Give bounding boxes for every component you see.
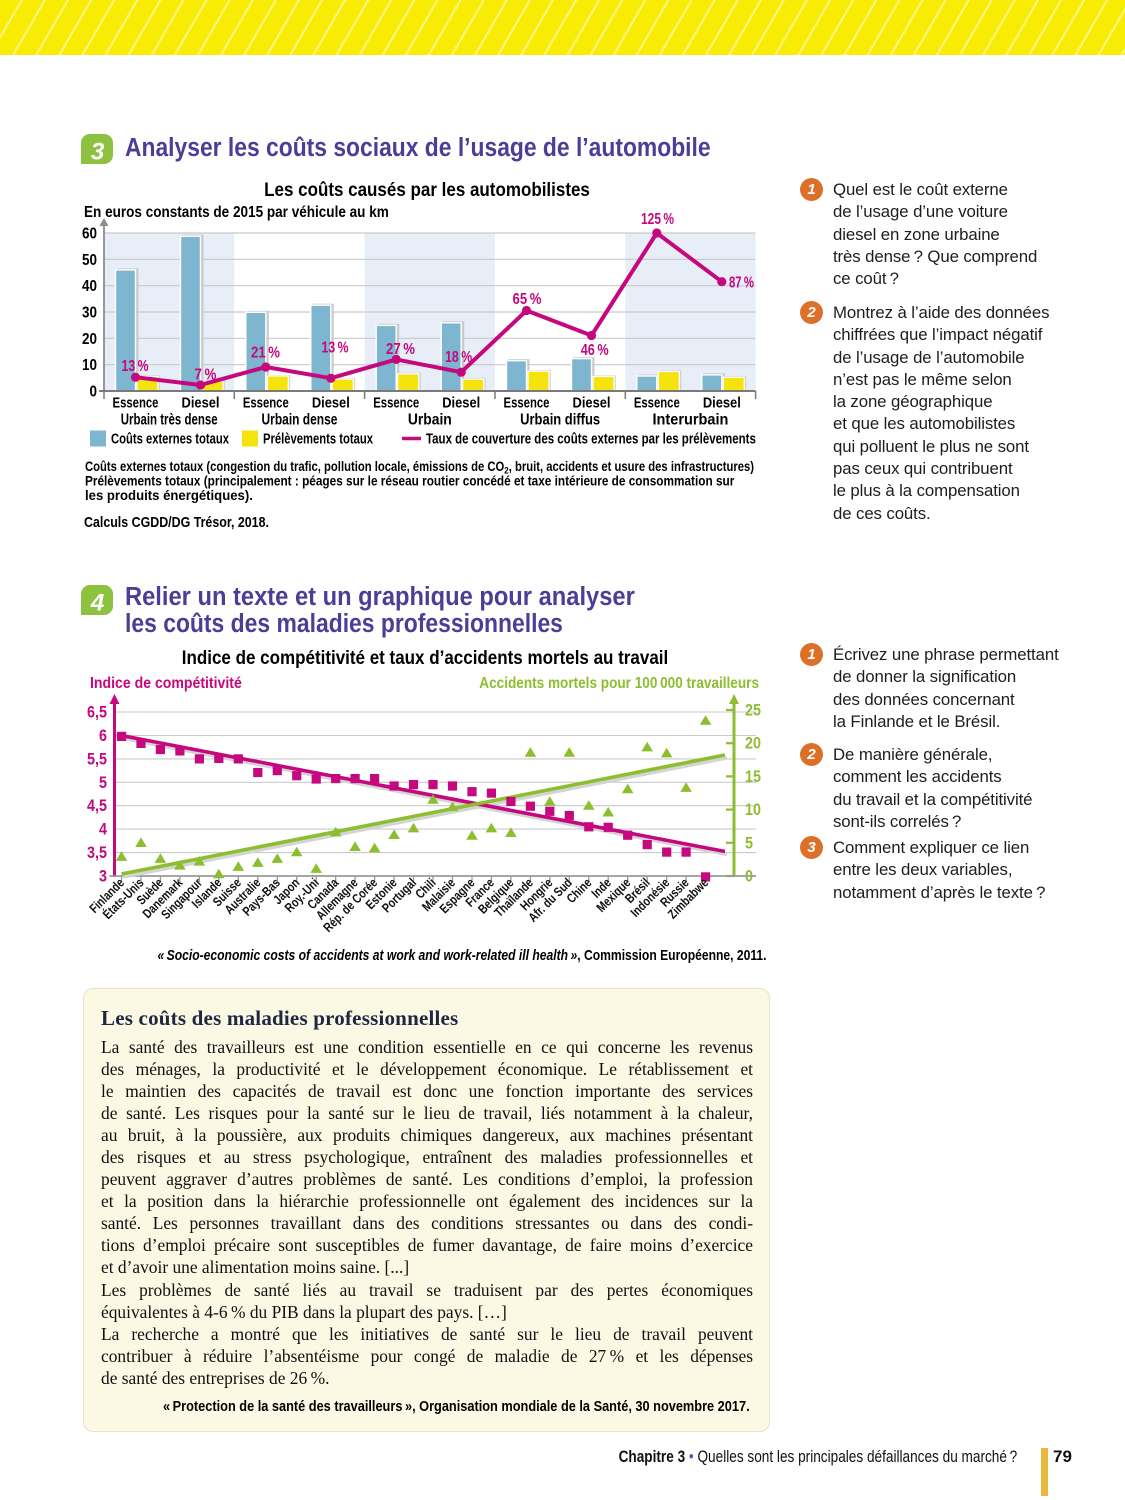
svg-text:Analyser les coûts sociaux de: Analyser les coûts sociaux de l’usage de… (125, 134, 711, 163)
svg-text:Relier un texte et un graphiqu: Relier un texte et un graphique pour ana… (125, 582, 635, 611)
svg-text:Calculs CGDD/DG Trésor, 2018.: Calculs CGDD/DG Trésor, 2018. (84, 514, 269, 530)
svg-text:40: 40 (82, 278, 97, 295)
svg-text:En euros constants de 2015 par: En euros constants de 2015 par véhicule … (84, 204, 389, 221)
svg-text:6: 6 (99, 727, 107, 745)
svg-text:20: 20 (82, 331, 97, 348)
svg-text:3: 3 (99, 868, 107, 886)
svg-text:Urbain diffus: Urbain diffus (520, 411, 600, 428)
svg-text:Indice de compétitivité et tau: Indice de compétitivité et taux d’accide… (182, 647, 668, 668)
svg-text:Accidents mortels pour 100 000: Accidents mortels pour 100 000 travaille… (479, 675, 759, 692)
svg-text:10: 10 (82, 357, 97, 374)
svg-text:5,5: 5,5 (87, 751, 107, 769)
svg-text:Taux de couverture des coûts e: Taux de couverture des coûts externes pa… (426, 430, 756, 447)
svg-text:Diesel: Diesel (182, 395, 220, 411)
svg-text:21 %: 21 % (251, 345, 280, 362)
svg-text:5: 5 (99, 774, 107, 792)
svg-text:7 %: 7 % (194, 367, 216, 384)
svg-text:Prélèvements totaux: Prélèvements totaux (263, 430, 374, 447)
svg-text:18 %: 18 % (445, 348, 472, 366)
svg-text:87 %: 87 % (729, 274, 754, 291)
svg-text:50: 50 (82, 252, 97, 269)
svg-text:60: 60 (82, 226, 97, 243)
svg-text:Urbain très dense: Urbain très dense (121, 411, 218, 428)
svg-text:Diesel: Diesel (703, 395, 741, 411)
svg-text:Urbain dense: Urbain dense (262, 410, 338, 428)
svg-text:10: 10 (745, 801, 761, 819)
svg-text:5: 5 (745, 834, 753, 852)
svg-text:46 %: 46 % (581, 342, 609, 359)
svg-text:Interurbain: Interurbain (652, 411, 728, 429)
svg-text:Essence: Essence (113, 394, 159, 411)
svg-text:Diesel: Diesel (573, 395, 611, 411)
svg-text:Diesel: Diesel (442, 395, 480, 411)
svg-text:125 %: 125 % (641, 209, 674, 227)
svg-text:« Socio-economic costs of acci: « Socio-economic costs of accidents at w… (157, 947, 766, 963)
svg-text:Essence: Essence (243, 394, 289, 411)
svg-text:65 %: 65 % (513, 291, 542, 308)
svg-text:13 %: 13 % (122, 357, 149, 375)
svg-text:les produits énergétiques).: les produits énergétiques). (85, 488, 253, 503)
svg-text:15: 15 (745, 768, 761, 786)
svg-text:30: 30 (82, 305, 97, 322)
svg-text:3: 3 (91, 139, 105, 166)
svg-text:25: 25 (745, 702, 761, 720)
svg-text:Essence: Essence (634, 394, 680, 411)
svg-text:Diesel: Diesel (312, 395, 350, 411)
svg-text:4: 4 (99, 821, 107, 839)
svg-text:27 %: 27 % (386, 341, 415, 358)
svg-text:0: 0 (90, 384, 97, 401)
svg-text:6,5: 6,5 (87, 704, 107, 722)
svg-text:20: 20 (745, 735, 761, 753)
svg-text:4,5: 4,5 (87, 797, 107, 815)
svg-text:Urbain: Urbain (408, 412, 452, 429)
svg-text:3,5: 3,5 (87, 844, 107, 862)
svg-text:les coûts des maladies profess: les coûts des maladies professionnelles (125, 610, 563, 639)
svg-text:Essence: Essence (504, 394, 550, 411)
svg-text:Prélèvements totaux (principal: Prélèvements totaux (principalement : pé… (85, 474, 734, 489)
svg-text:4: 4 (90, 590, 105, 617)
svg-text:13 %: 13 % (322, 338, 349, 356)
svg-text:Indice de compétitivité: Indice de compétitivité (90, 675, 242, 692)
svg-text:Coûts externes totaux (congest: Coûts externes totaux (congestion du tra… (85, 459, 754, 476)
svg-text:Essence: Essence (373, 394, 419, 411)
svg-text:Coûts externes totaux: Coûts externes totaux (111, 430, 230, 447)
svg-text:Les coûts causés par les autom: Les coûts causés par les automobilistes (264, 179, 590, 200)
